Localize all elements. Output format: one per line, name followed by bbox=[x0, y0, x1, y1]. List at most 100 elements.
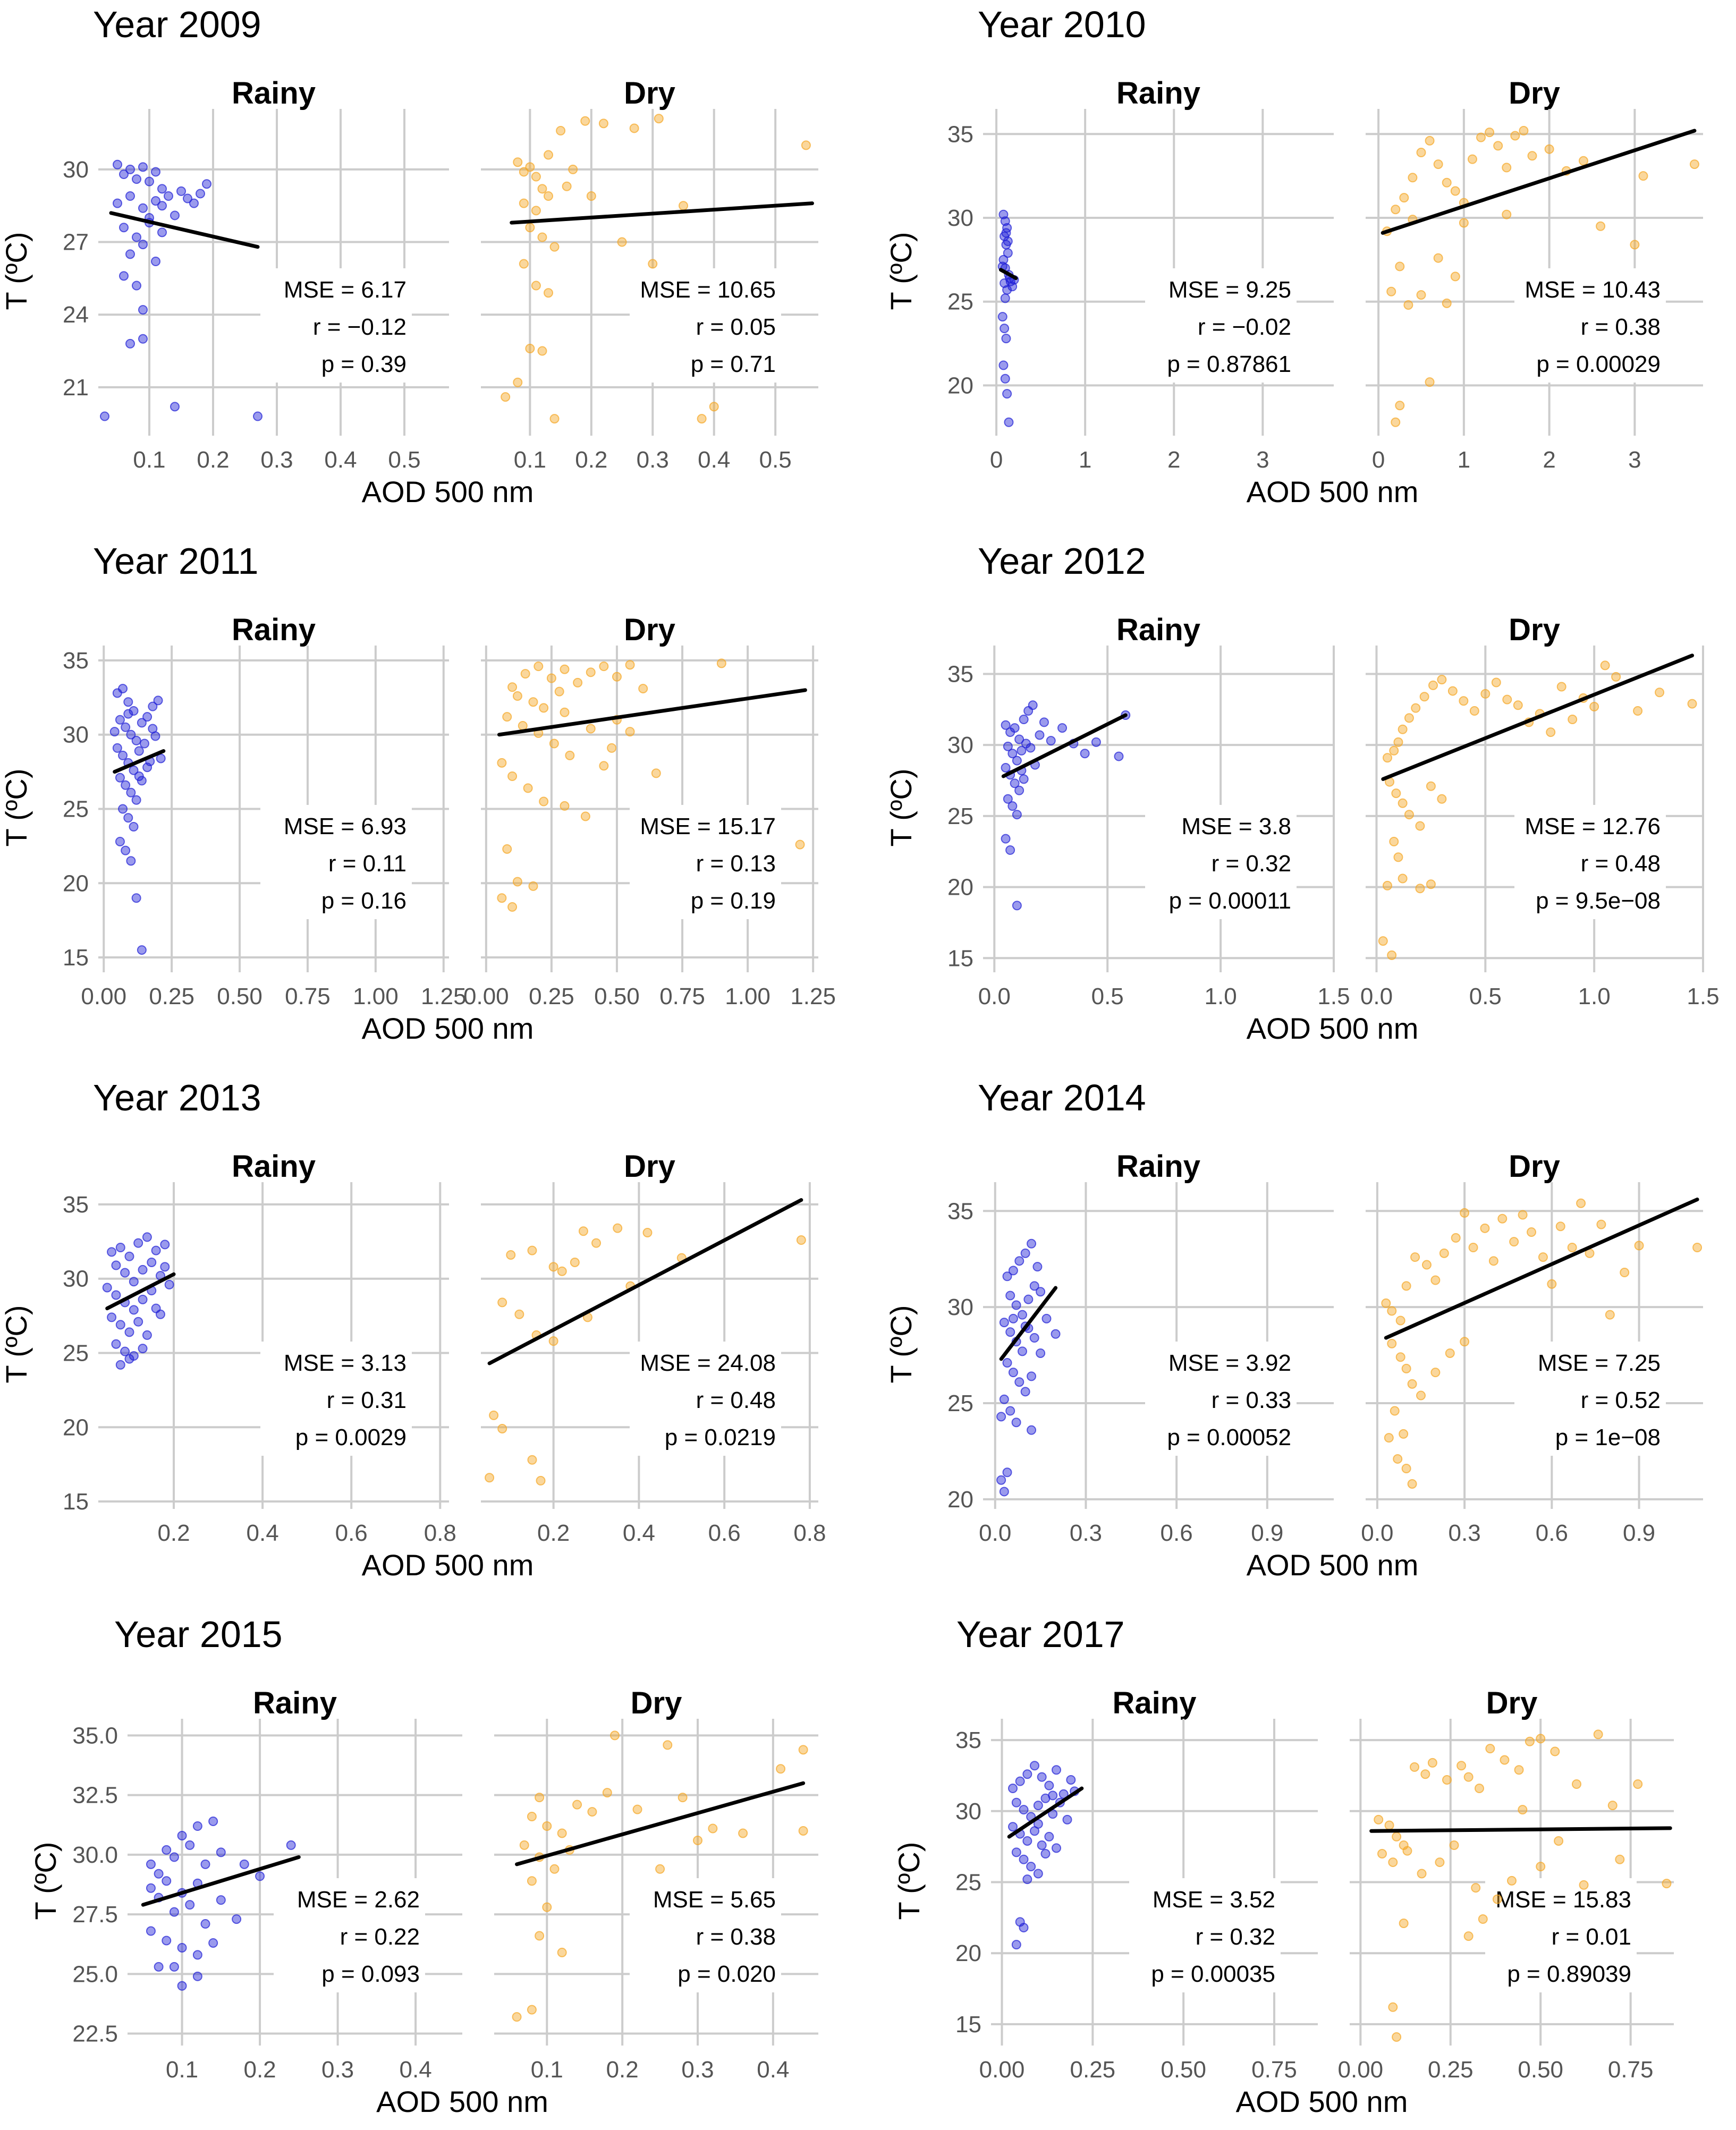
data-point bbox=[1572, 1779, 1581, 1789]
chart-0: Year 2009 Rainy 0.1 0.2 0.3 0.4 0.5 21 24 27 30 MSE… bbox=[0, 4, 818, 508]
data-point bbox=[148, 701, 158, 711]
chart-title: Year 2010 bbox=[978, 4, 1146, 45]
data-point bbox=[1456, 1761, 1467, 1771]
data-point bbox=[1392, 1831, 1402, 1842]
data-point bbox=[572, 1800, 582, 1810]
facet-dry: Dry 0.1 0.2 0.3 0.4 0.5 MSE = 10.65 r = 0.05 p =… bbox=[481, 76, 818, 473]
y-tick-label: 27.5 bbox=[72, 1902, 118, 1928]
data-point bbox=[1398, 798, 1408, 808]
data-point bbox=[1433, 159, 1443, 169]
data-point bbox=[1411, 703, 1421, 713]
data-point bbox=[1378, 936, 1388, 946]
data-point bbox=[1388, 1857, 1398, 1868]
data-point bbox=[192, 1971, 202, 1981]
data-point bbox=[1463, 1772, 1474, 1782]
data-point bbox=[586, 191, 596, 201]
data-point bbox=[1001, 334, 1011, 344]
data-point bbox=[1001, 762, 1011, 773]
data-point bbox=[678, 1793, 688, 1803]
data-point bbox=[996, 1412, 1006, 1422]
data-point bbox=[1544, 144, 1554, 154]
data-point bbox=[1022, 1874, 1032, 1885]
data-point bbox=[537, 184, 547, 194]
data-point bbox=[1028, 700, 1038, 710]
y-tick-label: 25 bbox=[947, 289, 973, 315]
data-point bbox=[162, 1876, 172, 1886]
x-tick-label: 1.5 bbox=[1687, 983, 1719, 1009]
data-point bbox=[162, 1936, 172, 1946]
data-point bbox=[548, 1262, 558, 1272]
stats-line: MSE = 3.92 bbox=[1168, 1350, 1291, 1376]
data-point bbox=[1439, 1248, 1449, 1258]
x-tick-label: 0.1 bbox=[531, 2057, 563, 2083]
data-point bbox=[1687, 699, 1697, 709]
data-point bbox=[121, 780, 131, 790]
data-point bbox=[208, 1817, 218, 1827]
data-point bbox=[798, 1745, 808, 1755]
facet-rainy: Rainy 0.1 0.2 0.3 0.4 0.5 21 24 27 30 MSE = 6.17 r … bbox=[63, 76, 449, 473]
data-point bbox=[169, 1852, 179, 1862]
data-point bbox=[1596, 1219, 1606, 1229]
data-point bbox=[1493, 141, 1503, 151]
facet-label: Rainy bbox=[1116, 1149, 1200, 1184]
data-point bbox=[1442, 177, 1452, 188]
stats-line: r = −0.12 bbox=[313, 314, 407, 340]
data-point bbox=[638, 684, 648, 694]
y-tick-label: 35 bbox=[63, 648, 89, 674]
data-point bbox=[1633, 1779, 1643, 1789]
data-point bbox=[586, 724, 596, 734]
data-point bbox=[1527, 1227, 1537, 1237]
facet-rainy: Rainy 0.2 0.4 0.6 0.8 15 20 25 30 35 MSE = 3.13 r =… bbox=[63, 1149, 456, 1546]
data-point bbox=[599, 761, 609, 771]
data-point bbox=[1382, 880, 1392, 890]
y-tick-label: 30 bbox=[947, 732, 973, 758]
data-point bbox=[124, 1327, 134, 1337]
x-tick-label: 1.25 bbox=[790, 983, 836, 1009]
x-tick-label: 0.00 bbox=[979, 2057, 1025, 2083]
data-point bbox=[1051, 1329, 1061, 1339]
data-point bbox=[609, 1730, 620, 1741]
stats-line: r = 0.32 bbox=[1196, 1924, 1275, 1950]
data-point bbox=[138, 334, 148, 344]
data-point bbox=[531, 206, 541, 216]
chart-title: Year 2012 bbox=[978, 540, 1146, 582]
x-tick-label: 3 bbox=[1256, 447, 1269, 473]
data-point bbox=[1579, 1880, 1589, 1890]
data-point bbox=[1471, 1883, 1481, 1893]
data-point bbox=[587, 1807, 597, 1817]
data-point bbox=[1615, 1854, 1625, 1864]
data-point bbox=[1485, 1744, 1495, 1754]
data-point bbox=[1593, 1729, 1603, 1739]
y-tick-label: 20 bbox=[947, 875, 973, 901]
data-point bbox=[502, 712, 512, 722]
x-tick-label: 0.50 bbox=[217, 983, 262, 1009]
data-point bbox=[544, 150, 553, 160]
data-point bbox=[124, 1251, 134, 1261]
data-point bbox=[1003, 794, 1013, 804]
data-point bbox=[1037, 1840, 1047, 1850]
x-axis-label: AOD 500 nm bbox=[362, 475, 534, 508]
data-point bbox=[125, 338, 135, 349]
data-point bbox=[796, 1235, 806, 1245]
data-point bbox=[142, 762, 153, 773]
y-tick-label: 35 bbox=[947, 1198, 973, 1224]
data-point bbox=[738, 1828, 748, 1838]
data-point bbox=[1395, 1316, 1405, 1326]
data-point bbox=[1017, 745, 1027, 756]
data-point bbox=[1502, 209, 1512, 219]
data-point bbox=[1387, 950, 1397, 960]
data-point bbox=[525, 162, 535, 172]
data-point bbox=[1519, 126, 1529, 135]
data-point bbox=[1015, 1776, 1025, 1786]
data-point bbox=[1638, 171, 1648, 181]
x-tick-label: 0.75 bbox=[659, 983, 705, 1009]
data-point bbox=[1046, 736, 1056, 746]
data-point bbox=[519, 259, 529, 269]
data-point bbox=[139, 739, 149, 749]
stats-line: p = 0.16 bbox=[321, 888, 407, 914]
y-tick-label: 15 bbox=[63, 945, 89, 971]
data-point bbox=[999, 1318, 1009, 1328]
stats-line: p = 1e−08 bbox=[1555, 1424, 1661, 1450]
data-point bbox=[1401, 1464, 1411, 1474]
stats-line: r = 0.48 bbox=[696, 1387, 776, 1413]
